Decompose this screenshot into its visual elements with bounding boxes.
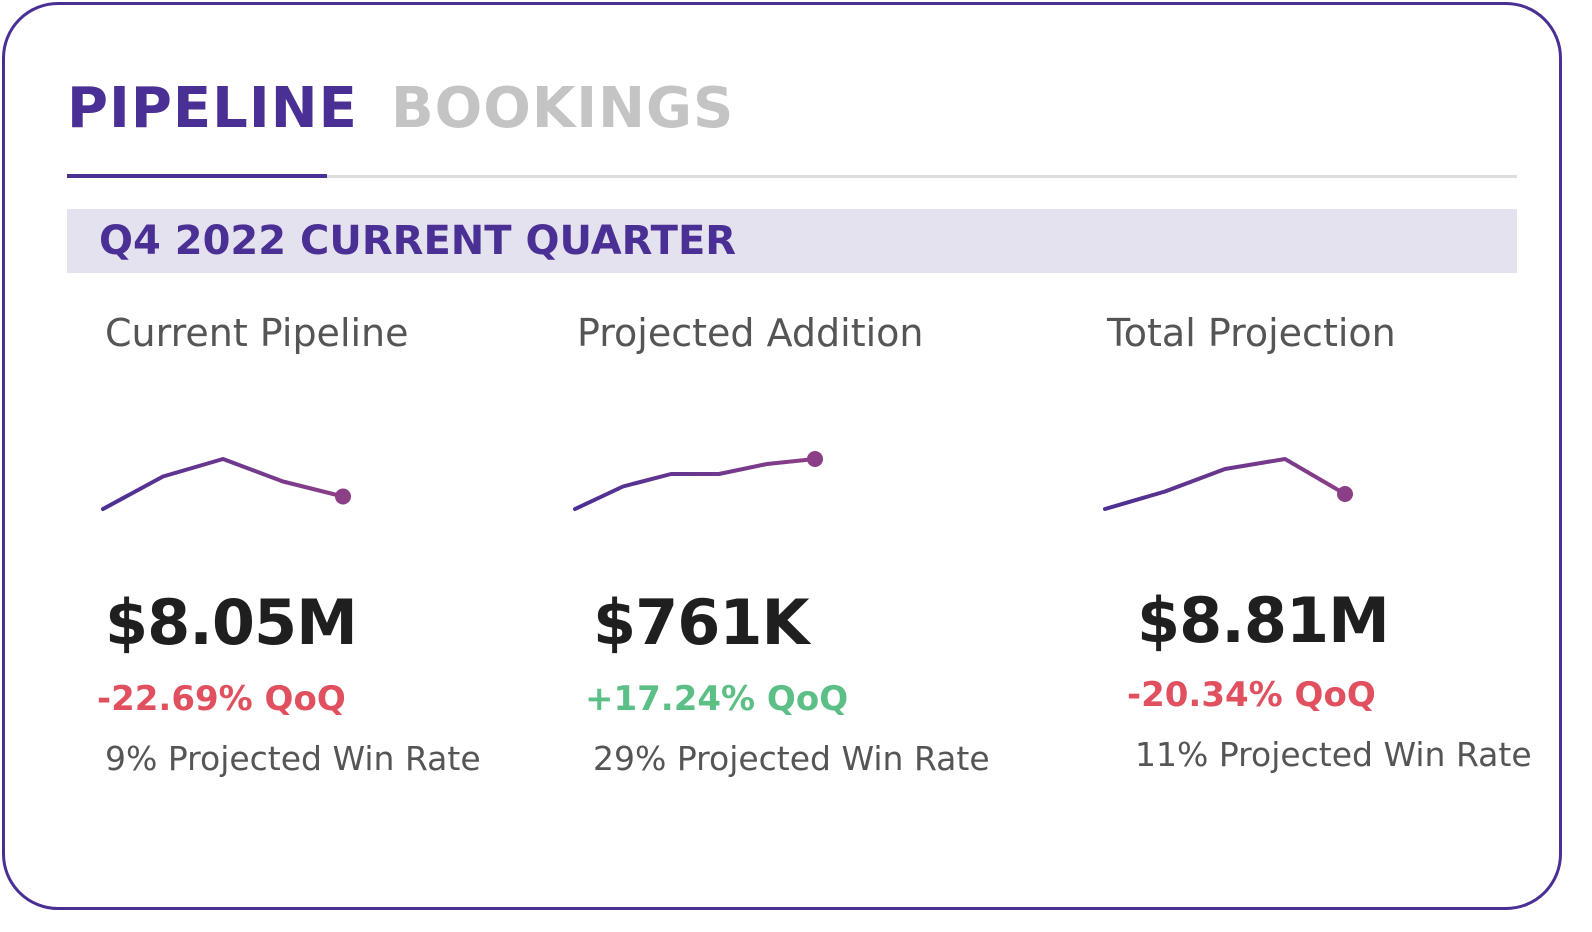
metric-win-rate: 29% Projected Win Rate (593, 739, 990, 778)
metric-win-rate: 11% Projected Win Rate (1135, 735, 1532, 774)
metric-value: $8.05M (105, 586, 358, 659)
metric-title: Current Pipeline (105, 311, 409, 355)
sparkline-line (101, 457, 345, 511)
metric-projected-addition: Projected Addition $761K +17.24% QoQ 29%… (573, 305, 1037, 805)
tab-bookings[interactable]: BOOKINGS (391, 76, 735, 141)
quarter-title: Q4 2022 CURRENT QUARTER (99, 218, 737, 264)
metric-win-rate: 9% Projected Win Rate (105, 739, 481, 778)
active-tab-indicator (67, 174, 327, 178)
sparkline-end-point (335, 488, 351, 505)
metric-title: Projected Addition (577, 311, 924, 355)
metric-value: $761K (593, 586, 810, 659)
metric-change: -20.34% QoQ (1127, 675, 1376, 715)
sparkline-line (1103, 457, 1347, 511)
metric-change: -22.69% QoQ (97, 679, 346, 719)
metric-value: $8.81M (1137, 584, 1390, 657)
pipeline-card: PIPELINE BOOKINGS Q4 2022 CURRENT QUARTE… (2, 2, 1562, 910)
sparkline-projected-addition (573, 451, 823, 511)
sparkline-current-pipeline (101, 457, 351, 511)
quarter-header: Q4 2022 CURRENT QUARTER (67, 209, 1517, 273)
metric-current-pipeline: Current Pipeline $8.05M -22.69% QoQ 9% P… (97, 305, 565, 805)
sparkline-line (573, 457, 817, 511)
metric-total-projection: Total Projection $8.81M -20.34% QoQ 11% … (1103, 305, 1567, 805)
sparkline-end-point (807, 451, 823, 467)
tab-divider (67, 175, 1517, 178)
tab-pipeline[interactable]: PIPELINE (67, 76, 358, 141)
sparkline-end-point (1337, 486, 1353, 502)
metric-change: +17.24% QoQ (585, 679, 849, 719)
sparkline-total-projection (1103, 457, 1353, 511)
metric-title: Total Projection (1107, 311, 1396, 355)
